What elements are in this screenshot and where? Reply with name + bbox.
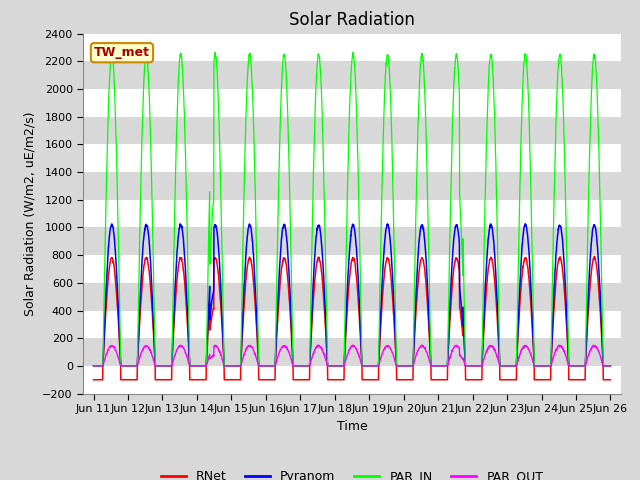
Bar (83, 228, 621, 255)
X-axis label: Time: Time (337, 420, 367, 432)
Bar (83, 172, 621, 200)
Bar (83, 366, 621, 394)
Bar (83, 34, 621, 61)
Legend: RNet, Pyranom, PAR_IN, PAR_OUT: RNet, Pyranom, PAR_IN, PAR_OUT (156, 465, 548, 480)
Bar (83, 144, 621, 172)
Y-axis label: Solar Radiation (W/m2, uE/m2/s): Solar Radiation (W/m2, uE/m2/s) (24, 111, 36, 316)
Bar (83, 200, 621, 228)
Bar (83, 338, 621, 366)
Bar (83, 117, 621, 144)
Bar (83, 89, 621, 117)
Bar (83, 283, 621, 311)
Bar (83, 61, 621, 89)
Text: TW_met: TW_met (94, 46, 150, 59)
Bar (83, 255, 621, 283)
Bar (83, 311, 621, 338)
Title: Solar Radiation: Solar Radiation (289, 11, 415, 29)
